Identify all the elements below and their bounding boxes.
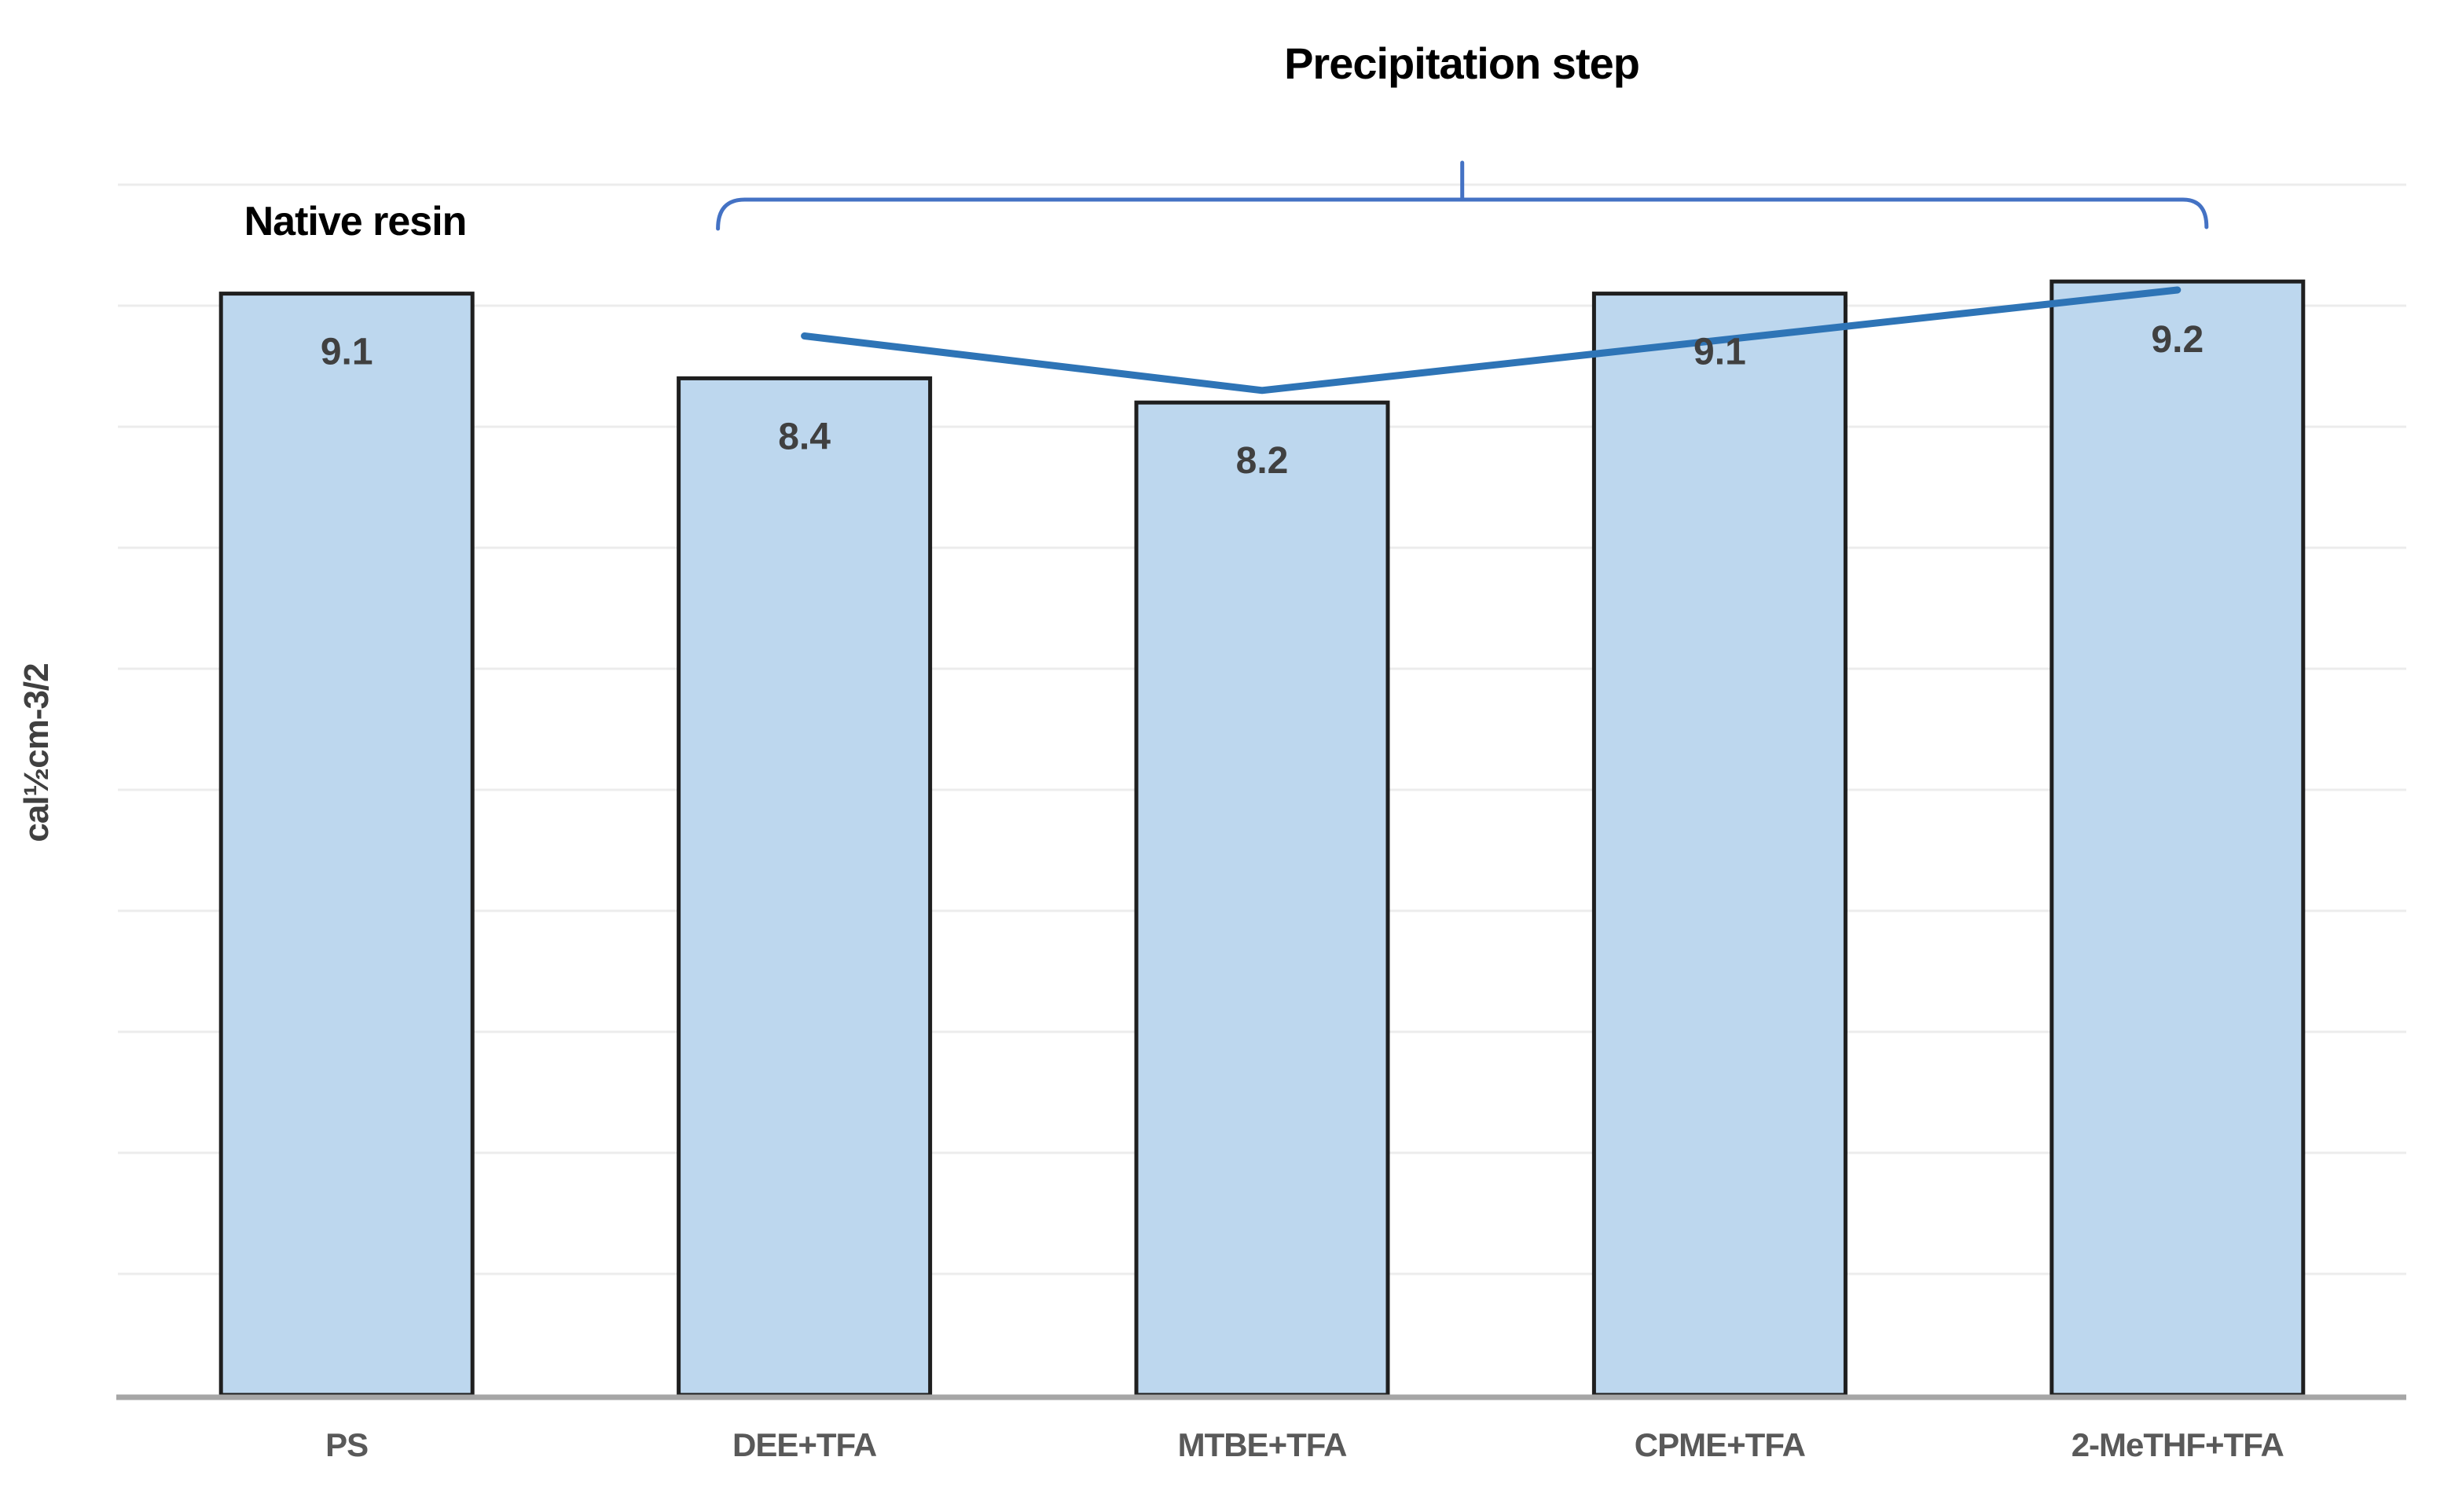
chart-title: Precipitation step <box>1284 39 1640 88</box>
bar-value-label: 9.1 <box>1694 332 1746 373</box>
x-tick-label: PS <box>325 1426 368 1463</box>
x-tick-label: 2-MeTHF+TFA <box>2072 1426 2284 1463</box>
bar-value-label: 8.2 <box>1236 440 1289 482</box>
bar-value-label: 8.4 <box>778 416 831 457</box>
x-tick-label: MTBE+TFA <box>1178 1426 1348 1463</box>
precipitation-brace <box>716 197 2209 231</box>
bar-mtbe-tfa <box>1134 400 1390 1397</box>
bar-value-label: 9.2 <box>2151 319 2204 361</box>
trend-line <box>801 286 2182 395</box>
bar-value-label: 9.1 <box>321 332 373 373</box>
x-tick-label: DEE+TFA <box>732 1426 877 1463</box>
native-resin-label: Native resin <box>244 199 468 244</box>
bar-cpme-tfa <box>1591 292 1848 1397</box>
x-tick-label: CPME+TFA <box>1635 1426 1806 1463</box>
bar-2-methf-tfa <box>2050 279 2306 1397</box>
bar-dee-tfa <box>677 376 933 1397</box>
bar-ps <box>218 292 475 1397</box>
